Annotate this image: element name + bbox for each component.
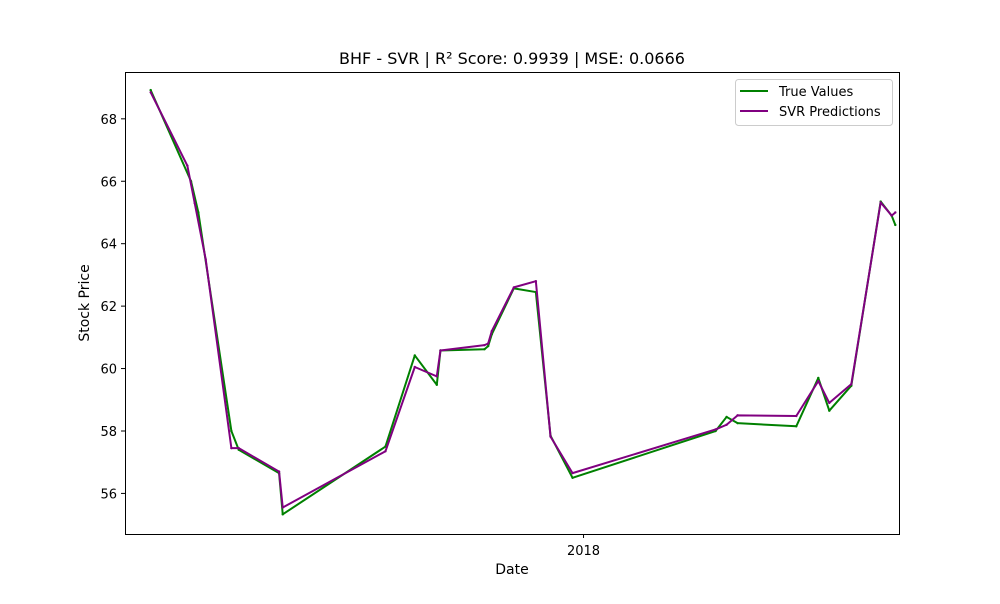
- legend-box: [735, 79, 893, 126]
- data-point-svr-predictions: [549, 435, 552, 438]
- data-point-true-values: [817, 376, 820, 380]
- data-point-true-values: [725, 415, 728, 419]
- data-point-svr-predictions: [736, 414, 739, 417]
- data-point-svr-predictions: [725, 423, 728, 426]
- data-point-svr-predictions: [490, 329, 494, 333]
- y-tick-label: 68: [100, 113, 117, 128]
- data-point-true-values: [149, 88, 152, 92]
- data-point-svr-predictions: [384, 450, 387, 453]
- data-point-svr-predictions: [149, 91, 152, 94]
- data-point-svr-predictions: [277, 470, 281, 473]
- y-tick-label: 64: [100, 238, 117, 253]
- data-point-true-values: [828, 409, 831, 412]
- data-point-svr-predictions: [186, 164, 189, 167]
- data-point-svr-predictions: [486, 342, 490, 345]
- data-point-svr-predictions: [890, 214, 893, 217]
- data-point-svr-predictions: [828, 401, 831, 405]
- y-tick-label: 60: [100, 363, 117, 378]
- plot-area: [149, 88, 897, 516]
- data-point-svr-predictions: [512, 286, 516, 289]
- chart-title: BHF - SVR | R² Score: 0.9939 | MSE: 0.06…: [339, 49, 685, 68]
- data-point-svr-predictions: [435, 375, 438, 378]
- data-point-svr-predictions: [439, 349, 442, 352]
- data-point-svr-predictions: [281, 506, 284, 509]
- data-point-true-values: [413, 354, 416, 357]
- data-point-svr-predictions: [894, 211, 897, 214]
- data-point-true-values: [736, 421, 739, 425]
- y-axis-label: Stock Price: [77, 264, 93, 341]
- data-point-true-values: [486, 344, 490, 348]
- series-line-svr-predictions: [149, 91, 896, 509]
- data-point-svr-predictions: [817, 379, 820, 383]
- data-point-true-values: [571, 476, 574, 480]
- data-point-svr-predictions: [850, 382, 853, 386]
- y-axis: 56 58 60 62 64 66 68: [100, 113, 125, 502]
- x-tick-label: 2018: [567, 544, 600, 559]
- legend: True Values SVR Predictions: [735, 79, 893, 126]
- data-point-svr-predictions: [483, 343, 486, 347]
- y-tick-label: 66: [100, 175, 117, 190]
- data-point-svr-predictions: [413, 365, 416, 369]
- y-tick-label: 58: [100, 425, 117, 440]
- data-point-svr-predictions: [204, 258, 207, 261]
- data-point-true-values: [230, 429, 233, 433]
- data-point-true-values: [483, 348, 486, 351]
- data-point-true-values: [894, 223, 897, 227]
- data-point-true-values: [435, 383, 438, 386]
- series-line-true-values: [149, 89, 897, 516]
- plot-frame: [125, 72, 900, 535]
- data-point-true-values: [795, 425, 798, 428]
- data-point-true-values: [197, 211, 200, 214]
- legend-label-true-values: True Values: [778, 85, 853, 100]
- data-point-svr-predictions: [534, 279, 538, 283]
- x-axis-label: Date: [495, 562, 528, 578]
- data-point-svr-predictions: [714, 428, 717, 431]
- y-tick-label: 62: [100, 300, 117, 315]
- data-point-svr-predictions: [230, 446, 233, 450]
- data-point-true-values: [281, 513, 284, 516]
- data-point-svr-predictions: [879, 201, 882, 204]
- data-point-svr-predictions: [237, 446, 240, 450]
- legend-label-svr-predictions: SVR Predictions: [779, 105, 881, 120]
- data-point-svr-predictions: [795, 414, 798, 418]
- data-point-svr-predictions: [571, 471, 574, 475]
- data-point-svr-predictions: [193, 201, 196, 205]
- y-tick-label: 56: [100, 487, 117, 502]
- x-axis: 2018: [567, 534, 600, 559]
